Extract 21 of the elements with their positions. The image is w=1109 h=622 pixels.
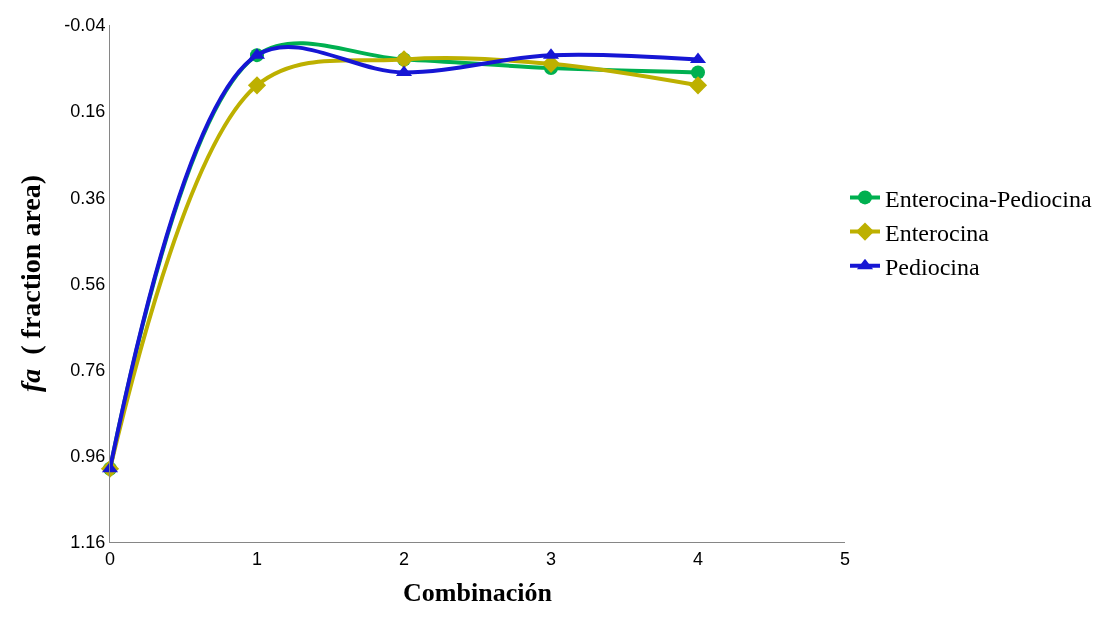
y-axis-title: fa ( fraction area) bbox=[15, 174, 47, 393]
y-tick-label: 0.56 bbox=[70, 273, 106, 294]
legend-label: Enterocina bbox=[885, 219, 990, 246]
point bbox=[688, 76, 708, 95]
x-tick-label: 3 bbox=[545, 548, 557, 569]
y-tick-label: -0.04 bbox=[64, 15, 106, 36]
y-tick-label: 0.96 bbox=[70, 446, 106, 467]
x-tick-label: 1 bbox=[251, 548, 263, 569]
x-tick-label: 2 bbox=[398, 548, 410, 569]
point bbox=[691, 65, 705, 80]
x-axis-title: Combinación bbox=[403, 578, 553, 608]
x-tick-label: 0 bbox=[104, 548, 116, 569]
y-tick-label: 0.36 bbox=[70, 187, 106, 208]
legend-label: Pediocina bbox=[885, 254, 980, 281]
y-tick-label: 0.16 bbox=[70, 101, 106, 122]
y-tick-label: 0.76 bbox=[70, 359, 106, 380]
x-tick-label: 5 bbox=[839, 548, 851, 569]
legend-label: Enterocina-Pediocina bbox=[885, 185, 1092, 212]
x-tick-label: 4 bbox=[692, 548, 704, 569]
y-tick-label: 1.16 bbox=[70, 532, 106, 553]
point bbox=[247, 76, 267, 95]
